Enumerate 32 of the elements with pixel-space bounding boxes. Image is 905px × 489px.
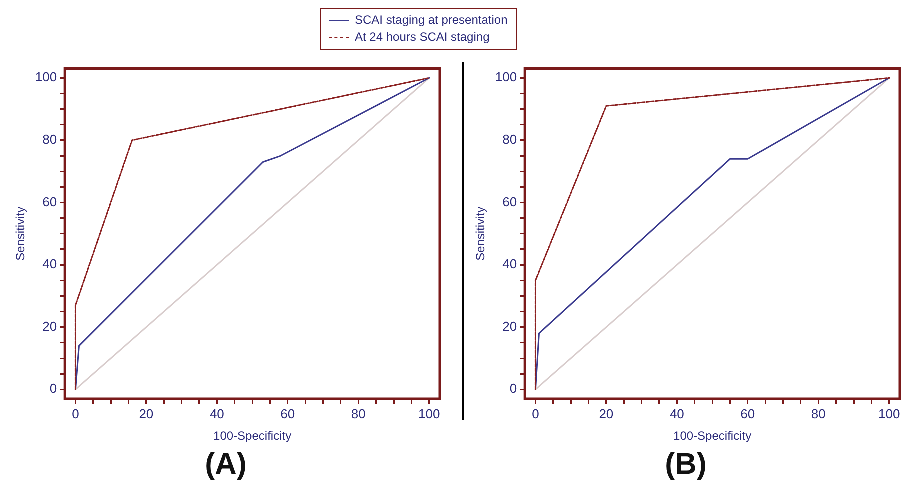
x-tick-label: 80	[811, 406, 826, 422]
legend-label: At 24 hours SCAI staging	[355, 29, 490, 46]
x-tick-label: 40	[670, 406, 684, 422]
y-axis-title: Sensitivity	[474, 206, 488, 261]
y-tick-label: 0	[510, 381, 518, 396]
y-tick-label: 40	[502, 256, 518, 272]
legend-label: SCAI staging at presentation	[355, 12, 508, 29]
y-axis-title: Sensitivity	[14, 206, 28, 261]
x-tick-label: 80	[351, 406, 366, 422]
x-tick-label: 60	[280, 406, 296, 422]
x-tick-label: 40	[210, 406, 224, 422]
x-tick-label: 100	[878, 406, 900, 422]
y-tick-label: 100	[495, 70, 518, 85]
y-tick-label: 60	[502, 194, 518, 210]
y-tick-label: 20	[42, 318, 58, 334]
x-axis-title: 100-Specificity	[214, 429, 292, 444]
y-tick-label: 100	[35, 70, 58, 85]
y-tick-label: 80	[42, 132, 58, 148]
x-tick-label: 60	[740, 406, 756, 422]
x-tick-label: 0	[532, 406, 540, 422]
y-tick-label: 60	[42, 194, 58, 210]
y-tick-label: 80	[502, 132, 518, 148]
x-tick-label: 20	[599, 406, 614, 422]
y-tick-label: 0	[50, 381, 58, 396]
x-tick-label: 20	[139, 406, 154, 422]
x-axis-title: 100-Specificity	[674, 429, 752, 444]
x-tick-label: 0	[72, 406, 80, 422]
x-tick-label: 100	[418, 406, 440, 422]
y-tick-label: 40	[42, 256, 58, 272]
text: (B)	[664, 448, 708, 482]
text: (A)	[204, 448, 248, 482]
y-tick-label: 20	[502, 318, 518, 334]
